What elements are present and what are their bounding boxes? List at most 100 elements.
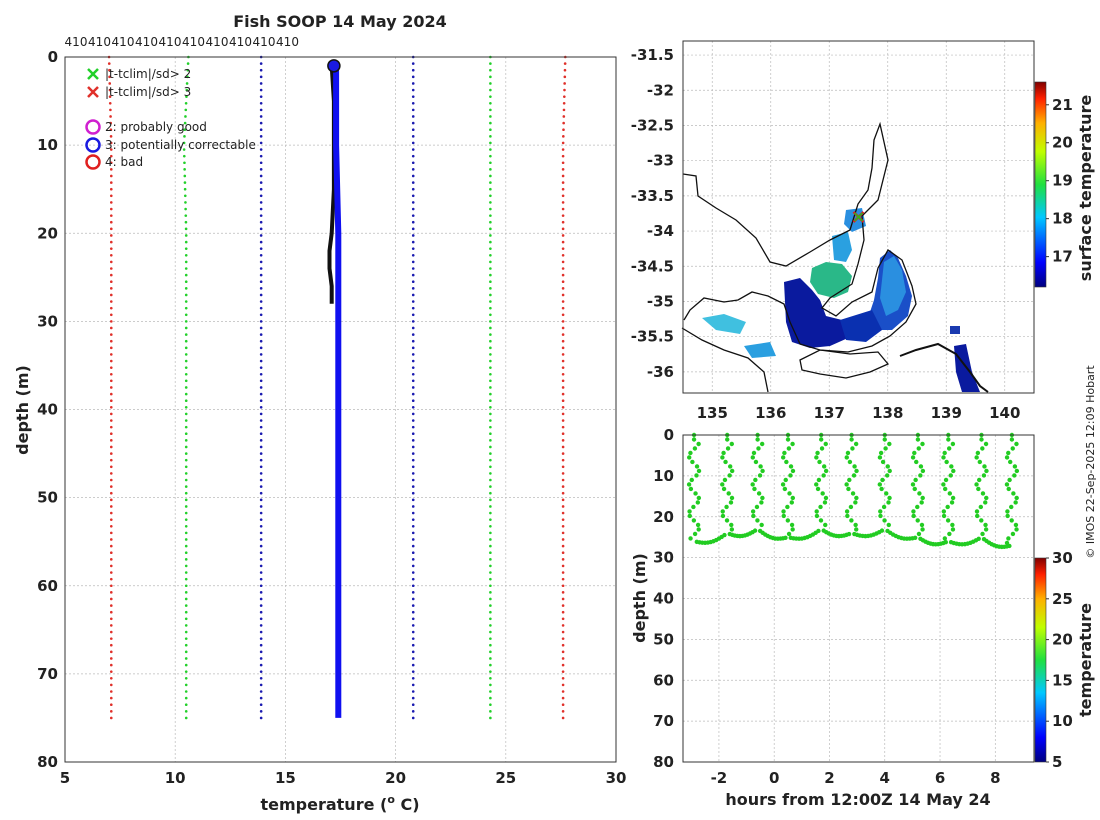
section-point [720,482,725,487]
climatology-point [259,339,263,343]
climatology-point [184,584,188,588]
section-point [950,441,956,447]
map-colorbar [1034,81,1047,288]
section-point [912,450,917,456]
climatology-point [489,485,492,488]
climatology-point [259,498,263,502]
climatology-point [489,267,492,270]
profile-y-tick-label: 50 [37,489,58,507]
climatology-point [489,716,492,720]
section-y-tick-label: 60 [653,671,674,689]
climatology-point [561,564,565,568]
climatology-point [109,214,113,217]
climatology-point [184,320,188,323]
section-point [1008,459,1013,465]
climatology-point [109,419,113,422]
climatology-point [489,472,492,475]
climatology-point [411,187,415,191]
climatology-point [411,68,415,72]
section-point [941,509,947,514]
climatology-point [411,247,415,250]
section-y-tick-label: 20 [653,508,674,526]
climatology-point [259,207,263,211]
section-point [980,491,986,496]
section-point [751,513,756,519]
section-point [820,491,825,496]
climatology-point [184,386,188,389]
climatology-point [411,135,415,138]
climatology-point [184,505,188,508]
climatology-point [109,168,113,171]
climatology-point [108,88,112,92]
section-point [781,509,786,514]
climatology-point [489,353,492,356]
climatology-point [109,240,113,244]
section-point [789,522,795,528]
climatology-point [561,498,565,502]
climatology-point [489,207,492,211]
climatology-point [561,306,565,310]
climatology-point [561,386,565,389]
section-point [910,482,916,487]
climatology-point [561,584,565,588]
climatology-point [489,148,492,151]
climatology-point [109,445,113,449]
climatology-point [561,339,565,343]
section-point [979,518,984,523]
climatology-point [563,68,567,72]
climatology-point [411,227,415,231]
climatology-point [411,386,415,389]
credit-text: © IMOS 22-Sep-2025 12:09 Hobart [1084,365,1097,559]
climatology-point [561,505,565,508]
climatology-point [184,267,188,270]
climatology-point [489,491,492,495]
climatology-point [109,663,113,667]
section-point [788,464,794,469]
section-point [787,491,792,496]
climatology-point [411,439,415,442]
climatology-point [411,353,415,356]
climatology-point [411,372,415,376]
section-point [944,459,949,465]
section-point [946,446,952,451]
section-point [725,446,731,451]
climatology-point [184,676,188,680]
climatology-point [489,320,492,323]
climatology-point [184,445,188,449]
map-y-tick-label: -33.5 [631,187,674,205]
map-colorbar-tick-label: 18 [1052,210,1073,228]
profile-y-tick-label: 20 [37,224,58,242]
profile-top-count-label: 410 [88,35,111,49]
section-point [946,437,951,442]
climatology-point [489,663,492,667]
section-point [814,513,820,519]
climatology-point [411,115,415,118]
climatology-point [259,287,263,290]
climatology-point [411,683,415,687]
section-point [720,509,725,514]
climatology-point [184,101,188,105]
section-point [688,450,693,456]
climatology-point [561,591,565,594]
climatology-point [561,637,565,640]
climatology-point [184,432,188,436]
section-point [916,446,921,451]
profile-top-count-label: 410 [182,35,205,49]
climatology-point [183,194,187,198]
climatology-point [184,498,188,502]
climatology-point [561,439,565,442]
climatology-point [259,591,263,594]
climatology-point [489,306,492,310]
section-colorbar-tick-label: 10 [1052,712,1073,730]
section-point [1013,522,1019,528]
section-x-tick-label: 0 [769,769,779,787]
climatology-point [259,452,263,455]
climatology-point [259,531,263,535]
profile-top-count-label: 410 [229,35,252,49]
climatology-point [108,82,112,85]
section-point [849,518,854,523]
climatology-point [411,253,415,257]
section-point [751,450,757,456]
climatology-point [184,333,188,336]
section-point [982,464,987,469]
